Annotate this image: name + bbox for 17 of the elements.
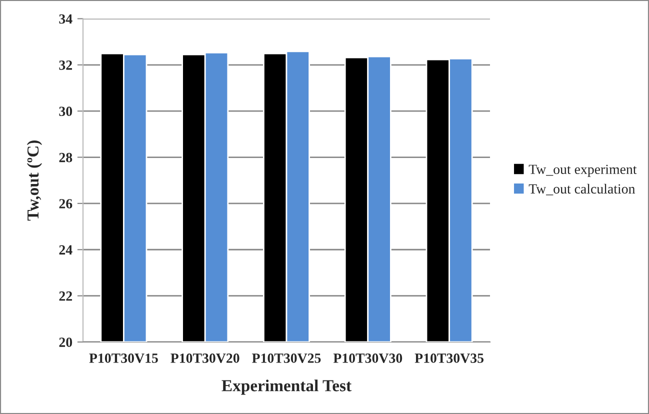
x-tick-label: P10T30V15: [89, 354, 158, 363]
x-tick-label: P10T30V30: [333, 354, 402, 363]
y-axis-title: Tw,out (ºC): [26, 140, 42, 221]
y-tick-label: 22: [59, 291, 72, 301]
y-tick-label: 32: [59, 60, 72, 70]
y-tick-label: 24: [59, 245, 72, 254]
y-tick-label: 28: [59, 152, 72, 162]
legend-label: Tw_out experiment: [528, 164, 637, 177]
y-tick-label: 20: [59, 338, 72, 347]
x-tick-label: P10T30V25: [252, 354, 321, 363]
legend-label: Tw_out calculation: [528, 184, 636, 196]
x-tick-label: P10T30V35: [414, 354, 484, 363]
y-tick-label: 34: [59, 14, 72, 24]
y-tick-label: 26: [59, 199, 72, 208]
x-axis-title: Experimental Test: [222, 380, 352, 395]
y-tick-label: 30: [59, 106, 72, 116]
x-tick-label: P10T30V20: [170, 354, 240, 363]
